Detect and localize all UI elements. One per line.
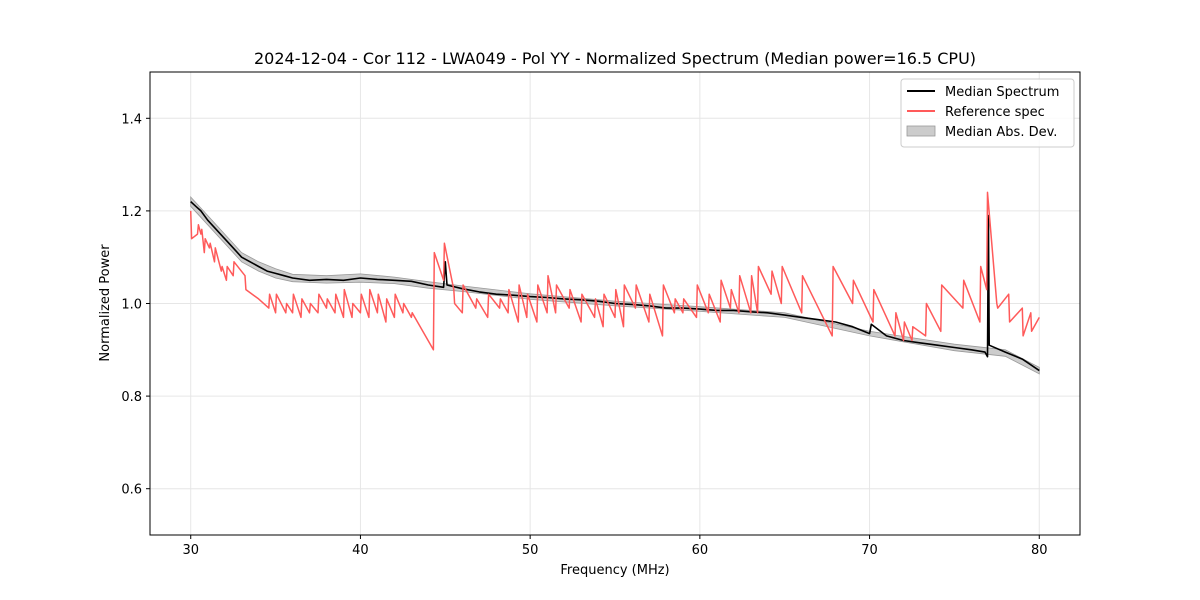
x-tick-label: 80: [1031, 543, 1048, 558]
x-tick-label: 50: [522, 543, 539, 558]
y-tick-label: 1.4: [121, 112, 142, 127]
x-tick-label: 60: [692, 543, 709, 558]
x-axis-title: Frequency (MHz): [560, 563, 669, 578]
legend-entry-label: Median Abs. Dev.: [945, 125, 1057, 140]
x-tick-label: 70: [861, 543, 878, 558]
y-axis-title: Normalized Power: [98, 244, 113, 362]
reference-spec-line: [189, 191, 1040, 351]
x-tick-label: 30: [182, 543, 199, 558]
y-tick-label: 1.2: [121, 205, 142, 220]
y-tick-label: 0.8: [121, 390, 142, 405]
legend-entry-label: Reference spec: [945, 105, 1045, 120]
y-tick-label: 0.6: [121, 483, 142, 498]
legend-entry-label: Median Spectrum: [945, 85, 1059, 100]
legend-swatch-mad: [906, 125, 936, 137]
y-tick-label: 1.0: [121, 298, 142, 313]
mad-band: [190, 195, 1040, 375]
legend: Median Spectrum Reference spec Median Abs.…: [900, 78, 1075, 148]
legend-box: [900, 78, 1075, 148]
chart-title: 2024-12-04 - Cor 112 - LWA049 - Pol YY -…: [254, 49, 976, 68]
x-tick-label: 40: [352, 543, 369, 558]
